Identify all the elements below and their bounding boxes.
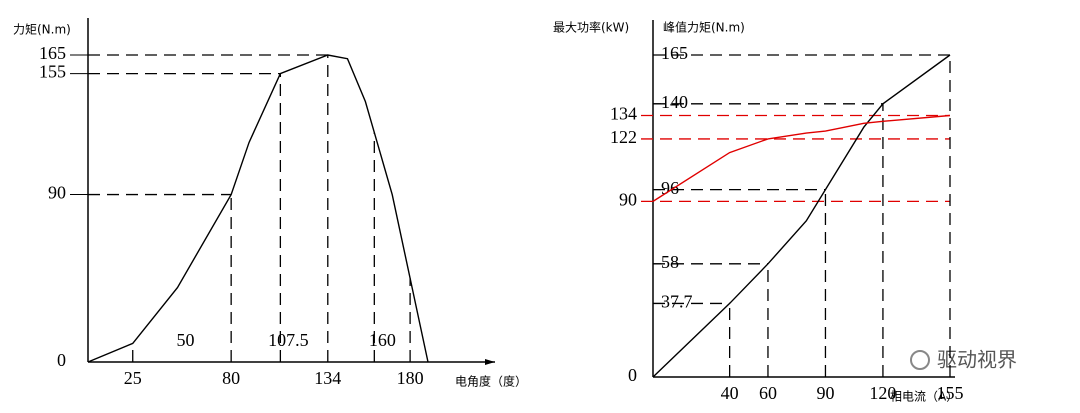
x-tick-label: 25 [124,368,142,388]
x-tick-label: 80 [222,368,240,388]
x-tick-label: 40 [721,383,739,403]
watermark-icon [910,350,930,370]
y-tick-label: 155 [39,62,66,82]
y-tick-label: 37.7 [661,292,693,312]
y-tick-label: 165 [39,43,66,63]
y2-tick-label: 90 [619,189,637,209]
x-axis-title: 电角度（度） [455,374,527,389]
y-tick-label: 140 [661,92,688,112]
y-tick-label: 58 [661,252,679,272]
annotation: 160 [369,330,396,350]
data-line [652,54,951,378]
x-tick-label: 180 [397,368,424,388]
data-line [652,114,951,202]
y-tick-label: 165 [661,43,688,63]
x-tick-label: 155 [937,383,964,403]
y-axis-title: 峰值力矩(N.m) [663,20,745,35]
annotation: 107.5 [268,330,309,350]
y-tick-label: 0 [57,350,66,370]
x-axis-arrow [485,359,495,365]
y2-tick-label: 134 [610,104,637,124]
x-tick-label: 120 [869,383,896,403]
x-tick-label: 60 [759,383,777,403]
y-axis-title: 最大功率(kW) [553,20,629,35]
x-tick-label: 134 [314,368,341,388]
y2-tick-label: 122 [610,127,637,147]
x-tick-label: 90 [816,383,834,403]
annotation: 50 [176,330,194,350]
x-axis-title: 相电流（A） [890,390,958,404]
y-axis-title: 力矩(N.m) [13,23,71,37]
watermark: 驱动视界 [937,348,1017,372]
data-line [87,54,429,363]
y-tick-label: 90 [48,183,66,203]
y-tick-label: 0 [628,365,637,385]
